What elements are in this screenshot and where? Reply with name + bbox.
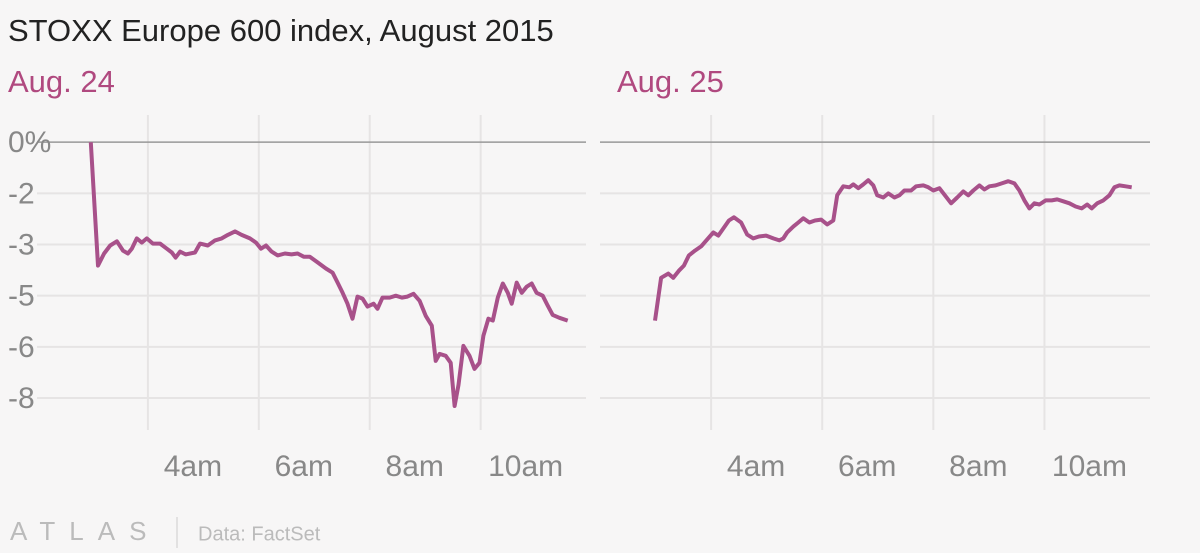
- x-tick-label: 6am: [838, 450, 896, 483]
- line: [653, 178, 1133, 321]
- y-tick-label: -2: [8, 177, 35, 210]
- y-tick-label: -8: [8, 382, 35, 415]
- source: Data: FactSet: [198, 523, 321, 545]
- y-tick-label: -3: [8, 228, 35, 261]
- line: [88, 142, 569, 408]
- logo: ATLAS: [10, 516, 160, 546]
- panel-title: Aug. 24: [8, 64, 115, 99]
- x-tick-label: 10am: [1052, 450, 1127, 483]
- x-tick-label: 4am: [727, 450, 785, 483]
- panel-title: Aug. 25: [617, 64, 724, 99]
- chart-title: STOXX Europe 600 index, August 2015: [8, 13, 554, 48]
- y-tick-label: -6: [8, 331, 35, 364]
- y-tick-label: -5: [8, 280, 35, 313]
- x-tick-label: 4am: [164, 450, 222, 483]
- x-tick-label: 8am: [949, 450, 1007, 483]
- x-tick-label: 10am: [488, 450, 563, 483]
- x-tick-label: 8am: [386, 450, 444, 483]
- y-tick-label: 0%: [8, 126, 51, 159]
- x-tick-label: 6am: [275, 450, 333, 483]
